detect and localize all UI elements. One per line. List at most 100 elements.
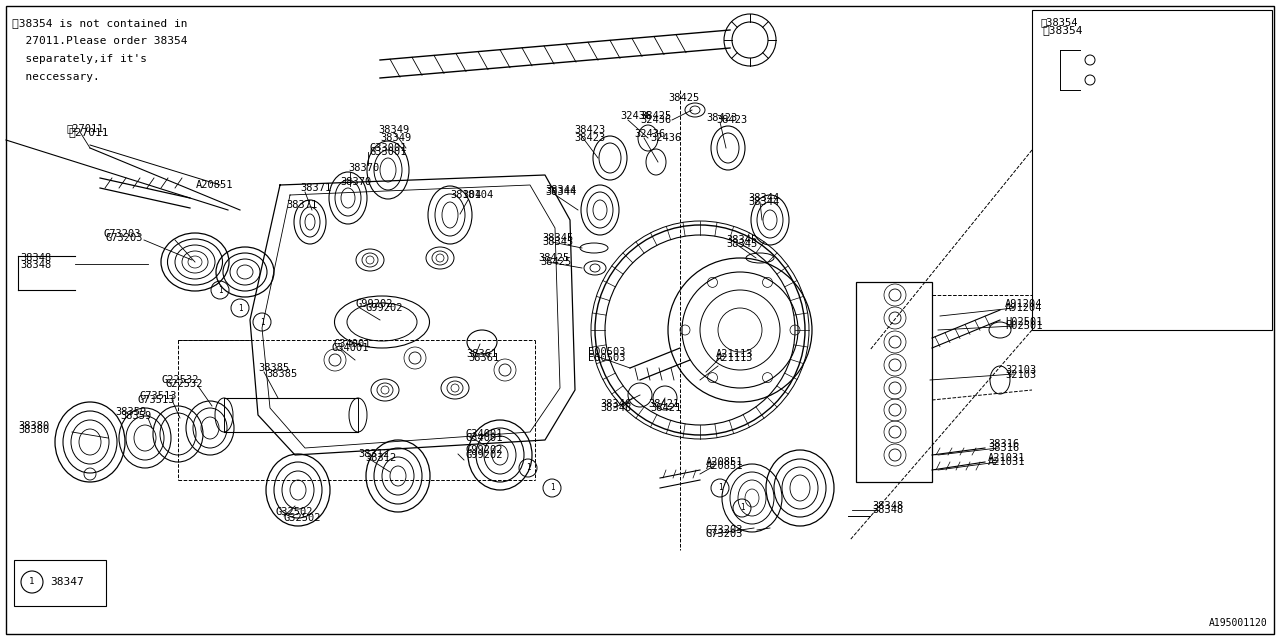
Text: 32103: 32103: [1005, 365, 1037, 375]
Text: 38423: 38423: [716, 115, 748, 125]
Text: 38423: 38423: [573, 125, 605, 135]
Text: H02501: H02501: [1005, 321, 1042, 331]
Text: 38349: 38349: [378, 125, 410, 135]
Text: 38312: 38312: [358, 449, 389, 459]
Text: ‸38354: ‸38354: [1042, 25, 1083, 35]
Text: 1: 1: [260, 317, 264, 326]
Text: 38344: 38344: [545, 187, 576, 197]
Text: A21031: A21031: [988, 457, 1025, 467]
Text: 38347: 38347: [50, 577, 83, 587]
Text: G99202: G99202: [466, 450, 503, 460]
Text: G33001: G33001: [370, 147, 407, 157]
Text: 38359: 38359: [120, 411, 151, 421]
Text: 38370: 38370: [348, 163, 379, 173]
Text: 38344: 38344: [545, 185, 576, 195]
Bar: [1032, 10, 1272, 330]
Text: G73203: G73203: [707, 525, 744, 535]
Text: A21031: A21031: [988, 453, 1025, 463]
Text: 38425: 38425: [538, 253, 570, 263]
Text: 38370: 38370: [340, 177, 371, 187]
Text: 38316: 38316: [988, 443, 1019, 453]
Text: G73203: G73203: [105, 233, 142, 243]
Text: G34001: G34001: [466, 433, 503, 443]
Text: E00503: E00503: [588, 353, 626, 363]
Text: A195001120: A195001120: [1210, 618, 1268, 628]
Text: 38423: 38423: [707, 113, 737, 123]
Text: G34001: G34001: [334, 339, 371, 349]
Text: 38425: 38425: [668, 93, 699, 103]
Text: 32103: 32103: [1005, 370, 1037, 380]
Text: 38348: 38348: [20, 260, 51, 270]
Text: 38385: 38385: [259, 363, 289, 373]
Text: 1: 1: [526, 463, 530, 472]
Text: 32436: 32436: [620, 111, 652, 121]
Text: 38345: 38345: [541, 233, 573, 243]
Text: 32436: 32436: [650, 133, 681, 143]
Text: 38104: 38104: [462, 190, 493, 200]
Text: 27011.Please order 38354: 27011.Please order 38354: [12, 36, 187, 46]
Text: G99202: G99202: [466, 445, 503, 455]
Text: G34001: G34001: [466, 429, 503, 439]
Text: 1: 1: [238, 303, 242, 312]
Text: E00503: E00503: [588, 347, 626, 357]
Text: G22532: G22532: [163, 375, 200, 385]
Text: A91204: A91204: [1005, 299, 1042, 309]
Text: ‸38354: ‸38354: [1039, 17, 1078, 27]
Text: 38423: 38423: [573, 133, 605, 143]
Text: G99202: G99202: [355, 299, 393, 309]
Text: A20851: A20851: [196, 180, 233, 190]
Text: 38371: 38371: [300, 183, 332, 193]
Text: 32436: 32436: [634, 129, 666, 139]
Text: 38385: 38385: [266, 369, 297, 379]
Text: A21113: A21113: [716, 353, 754, 363]
Text: ‸38354 is not contained in: ‸38354 is not contained in: [12, 18, 187, 28]
Text: H02501: H02501: [1005, 317, 1042, 327]
Text: 38349: 38349: [380, 133, 411, 143]
Text: 38348: 38348: [20, 253, 51, 263]
Text: 38359: 38359: [115, 407, 146, 417]
Text: 1: 1: [549, 483, 554, 493]
Text: 38104: 38104: [451, 190, 481, 200]
Bar: [856, 282, 932, 482]
Text: 38425: 38425: [640, 111, 671, 121]
Text: 38371: 38371: [285, 200, 317, 210]
Text: 38346: 38346: [600, 403, 631, 413]
Text: G22532: G22532: [165, 379, 202, 389]
Text: 1: 1: [218, 285, 223, 294]
Text: 38346: 38346: [600, 399, 631, 409]
Text: separately,if it's: separately,if it's: [12, 54, 147, 64]
Text: ‸27011: ‸27011: [68, 127, 109, 137]
Text: 1: 1: [29, 577, 35, 586]
Text: G73513: G73513: [138, 395, 175, 405]
Text: 38380: 38380: [18, 421, 49, 431]
Text: 38345: 38345: [541, 237, 573, 247]
Text: 38421: 38421: [648, 399, 680, 409]
Text: 1: 1: [718, 483, 722, 493]
Text: G32502: G32502: [275, 507, 312, 517]
Text: G73203: G73203: [707, 529, 744, 539]
Text: A91204: A91204: [1005, 303, 1042, 313]
Text: ‸27011: ‸27011: [67, 123, 104, 133]
Text: 38380: 38380: [18, 425, 49, 435]
Text: G32502: G32502: [283, 513, 320, 523]
Text: G73203: G73203: [104, 229, 142, 239]
Text: 38316: 38316: [988, 439, 1019, 449]
Text: 38345: 38345: [726, 239, 758, 249]
Text: 38348: 38348: [872, 505, 904, 515]
Text: 38344: 38344: [748, 193, 780, 203]
Text: 38312: 38312: [365, 453, 397, 463]
Text: G73513: G73513: [140, 391, 178, 401]
Text: 38348: 38348: [872, 501, 904, 511]
Text: 38421: 38421: [650, 403, 681, 413]
Text: 38425: 38425: [540, 257, 571, 267]
Text: 38345: 38345: [726, 235, 758, 245]
Text: A21113: A21113: [716, 349, 754, 359]
Bar: [14, 560, 106, 606]
Text: 32436: 32436: [640, 115, 671, 125]
Text: 38361: 38361: [466, 349, 497, 359]
Text: G33001: G33001: [370, 143, 407, 153]
Text: G99202: G99202: [366, 303, 403, 313]
Text: 1: 1: [740, 504, 744, 513]
Text: A20851: A20851: [707, 461, 744, 471]
Text: A20851: A20851: [707, 457, 744, 467]
